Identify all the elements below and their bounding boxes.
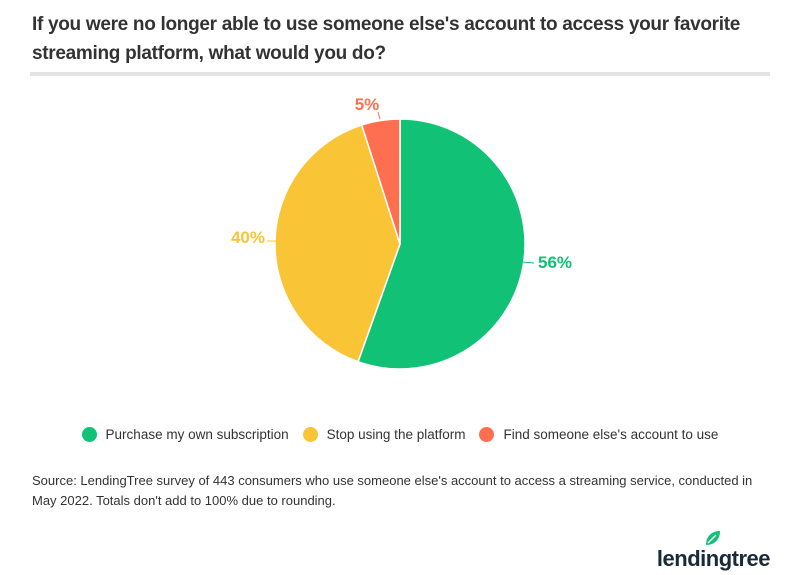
legend-item-stop: Stop using the platform [302,427,466,442]
slice-label: 56% [538,253,572,272]
legend: Purchase my own subscription Stop using … [0,427,800,442]
title-divider [30,72,770,76]
pie-chart: 56% 40% 5% [231,95,572,370]
slice-label: 40% [231,228,265,247]
legend-label: Stop using the platform [326,427,466,442]
leaf-icon [706,531,721,545]
legend-dot-icon [479,427,495,442]
legend-dot-icon [302,427,318,442]
legend-dot-icon [81,427,97,442]
chart-title: If you were no longer able to use someon… [32,14,741,64]
legend-item-purchase: Purchase my own subscription [81,427,289,442]
logo-text: lendingtree [656,546,771,571]
lendingtree-logo: lendingtree [656,530,771,572]
legend-label: Purchase my own subscription [105,427,289,442]
pie-slice [360,118,401,245]
slice-label: 5% [355,95,380,114]
legend-item-find: Find someone else's account to use [479,427,718,442]
source-note: Source: LendingTree survey of 443 consum… [32,473,753,508]
legend-label: Find someone else's account to use [503,427,719,442]
pie-slice [357,118,526,370]
pie-slice [274,124,401,363]
